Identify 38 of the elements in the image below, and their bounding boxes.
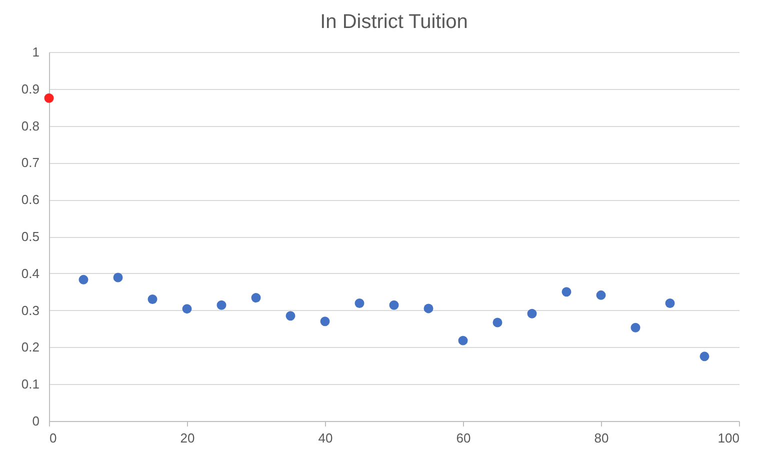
point (78, 274, 88, 284)
y-tick-label: 0.1 (21, 376, 40, 392)
point (286, 311, 296, 321)
point (148, 294, 158, 304)
chart-title: In District Tuition (320, 11, 468, 33)
x-tick-label: 60 (456, 430, 471, 446)
point (596, 290, 606, 300)
point (251, 293, 261, 302)
point (458, 336, 468, 346)
point (216, 300, 226, 310)
x-tick-label: 20 (180, 430, 195, 446)
y-tick-label: 0.4 (21, 266, 40, 281)
point (700, 352, 710, 362)
x-tick-label: 100 (718, 430, 740, 446)
y-tick-label: 0.3 (21, 302, 40, 318)
x-tick-label: 0 (50, 430, 57, 446)
y-tick-label: 0 (32, 414, 40, 428)
point (354, 298, 364, 308)
y-tick-label: 0.8 (21, 118, 40, 134)
point (492, 318, 502, 328)
point (562, 287, 572, 297)
point (182, 304, 192, 314)
point (320, 316, 330, 326)
y-tick-label: 0.2 (21, 340, 40, 355)
point (665, 298, 675, 308)
point (630, 322, 640, 332)
x-tick-label: 80 (594, 430, 609, 446)
x-tick-label: 40 (318, 430, 333, 446)
y-tick-label: 0.5 (21, 229, 40, 244)
point (44, 93, 54, 103)
point (113, 272, 123, 282)
point (389, 300, 399, 310)
y-tick-label: 0.9 (21, 81, 40, 96)
point (527, 308, 537, 318)
y-tick-label: 1 (32, 44, 40, 60)
y-tick-label: 0.7 (21, 155, 40, 170)
y-tick-label: 0.6 (21, 192, 40, 208)
point (424, 304, 434, 314)
